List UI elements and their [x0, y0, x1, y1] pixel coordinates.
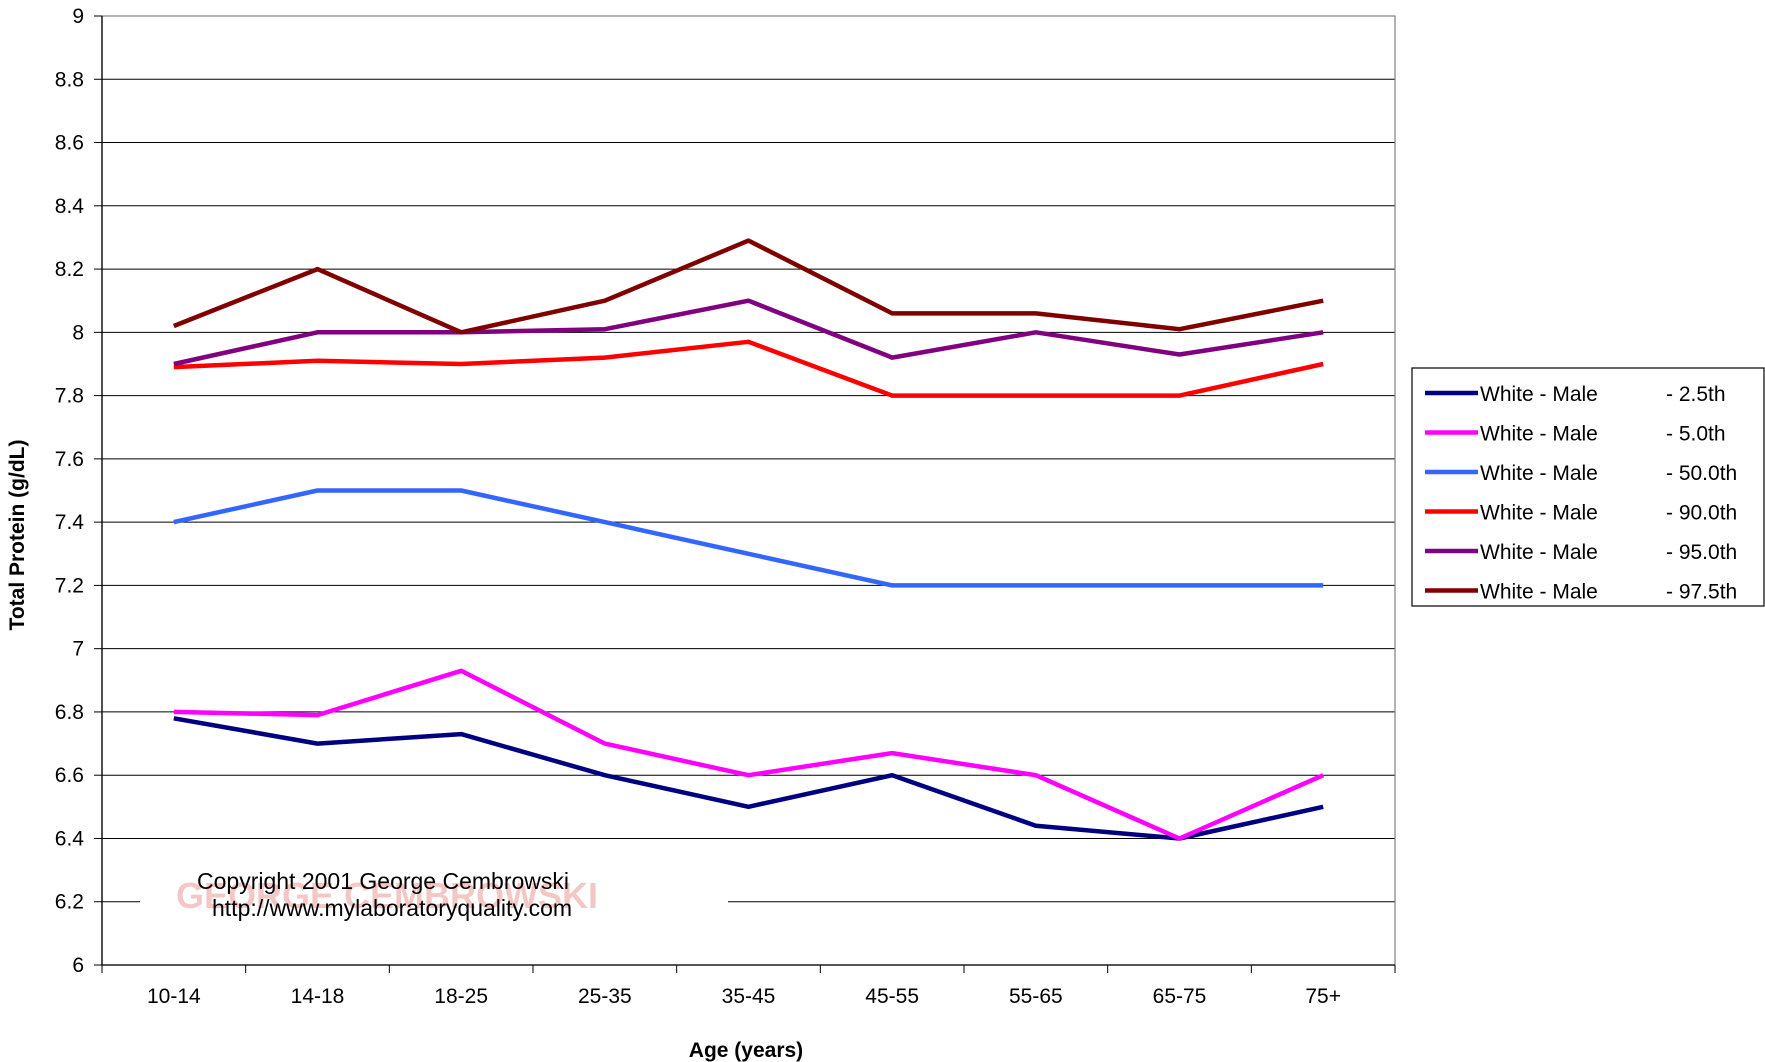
- legend-label-5: White - Male: [1480, 581, 1598, 604]
- x-tick-label: 35-45: [722, 985, 776, 1008]
- plot-area: [101, 15, 1396, 966]
- y-tick-label: 8.8: [55, 68, 84, 91]
- series-line-2: [173, 488, 1324, 588]
- series-line-1: [173, 668, 1325, 841]
- legend-label-3: White - Male: [1480, 502, 1598, 525]
- y-tick-label: 8.4: [55, 195, 85, 218]
- gridlines: [102, 15, 1395, 903]
- x-tick-label: 75+: [1305, 985, 1341, 1008]
- x-axis-title: Age (years): [689, 1039, 803, 1062]
- y-tick-label: 9: [72, 5, 84, 28]
- y-tick-label: 8: [72, 321, 84, 344]
- legend: White - Male - 2.5th White - Male - 5.0th Wh…: [1411, 367, 1765, 607]
- y-tick-label: 7: [72, 638, 84, 661]
- x-tick-label: 14-18: [291, 985, 345, 1008]
- y-tick-label: 7.6: [55, 448, 84, 471]
- legend-suffix-1: - 5.0th: [1666, 423, 1726, 446]
- series-line-0: [173, 716, 1324, 841]
- legend-suffix-4: - 95.0th: [1666, 541, 1737, 564]
- legend-suffix-2: - 50.0th: [1666, 462, 1737, 485]
- legend-label-1: White - Male: [1480, 423, 1598, 446]
- axes: [101, 15, 1396, 966]
- series-line-3: [173, 339, 1324, 398]
- legend-suffix-5: - 97.5th: [1666, 581, 1737, 604]
- annotation-background: [140, 868, 728, 936]
- copyright-annotation: GEORGE CEMBROWSKI Copyright 2001 George …: [140, 868, 728, 936]
- y-tick-label: 8.2: [55, 258, 84, 281]
- legend-label-4: White - Male: [1480, 541, 1598, 564]
- y-tick-label: 7.2: [55, 574, 84, 597]
- legend-suffix-3: - 90.0th: [1666, 502, 1737, 525]
- annotation-line-2: http://www.mylaboratoryquality.com: [212, 895, 572, 921]
- y-tick-label: 8.6: [55, 132, 84, 155]
- y-axis-ticks: 6 6.2 6.4 6.6 6.8 7 7.2 7.4 7.6 7.8 8 8.2 8.4 8.6 8.8 9: [55, 5, 102, 977]
- x-tick-label: 18-25: [434, 985, 488, 1008]
- y-tick-label: 7.4: [55, 511, 85, 534]
- series-line-4: [173, 298, 1324, 367]
- legend-label-2: White - Male: [1480, 462, 1598, 485]
- annotation-line-1: Copyright 2001 George Cembrowski: [197, 868, 569, 894]
- x-tick-label: 55-65: [1009, 985, 1063, 1008]
- y-tick-label: 6.8: [55, 701, 84, 724]
- y-tick-label: 6.6: [55, 764, 84, 787]
- series-lines: [172, 238, 1325, 841]
- y-axis-title: Total Protein (g/dL): [6, 440, 29, 631]
- x-axis-ticks: 10-14 14-18 18-25 25-35 35-45 45-55 55-65 65-75…: [101, 965, 1396, 1008]
- x-tick-label: 25-35: [578, 985, 632, 1008]
- x-tick-label: 45-55: [865, 985, 919, 1008]
- x-tick-label: 65-75: [1153, 985, 1207, 1008]
- legend-box: [1411, 367, 1765, 607]
- annotation-logo: GEORGE CEMBROWSKI: [176, 875, 598, 916]
- series-line-5: [172, 238, 1324, 335]
- y-tick-label: 6.2: [55, 891, 84, 914]
- y-tick-label: 7.8: [55, 385, 84, 408]
- x-tick-label: 10-14: [147, 985, 201, 1008]
- legend-label-0: White - Male: [1480, 383, 1598, 406]
- legend-suffix-0: - 2.5th: [1666, 383, 1726, 406]
- y-tick-label: 6: [72, 954, 84, 977]
- y-tick-label: 6.4: [55, 827, 85, 850]
